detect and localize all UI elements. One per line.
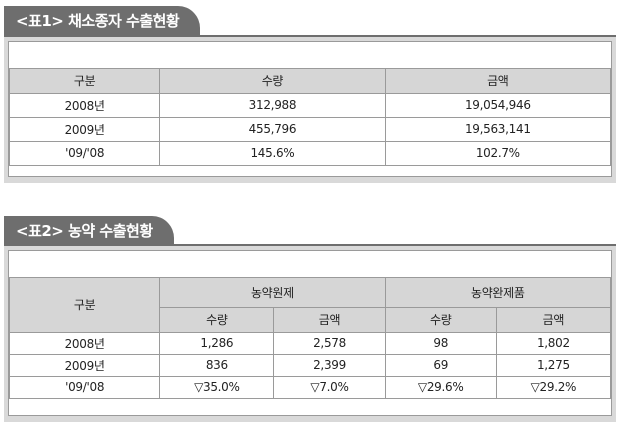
- table1-header-cell: 금액: [384, 67, 612, 94]
- table1-header-cell: 수량: [159, 67, 386, 94]
- table-cell: 19,054,946: [384, 92, 612, 118]
- table2-subheader-cell: 수량: [384, 306, 497, 333]
- table-row: '09/'08 ▽35.0% ▽7.0% ▽29.6% ▽29.2%: [8, 375, 612, 399]
- table-cell: ▽35.0%: [159, 375, 275, 399]
- table-cell: 2008년: [8, 92, 161, 118]
- table-cell: 455,796: [159, 116, 386, 142]
- table1-title: <표1> 채소종자 수출현황: [16, 12, 180, 30]
- table1: 구분 수량 금액 2008년 312,988 19,054,946 2009년 …: [8, 42, 612, 166]
- table-cell: 2,578: [273, 331, 386, 355]
- table2-inner: 구분 농약원제 농약완제품 수량 금액 수량 금액 2008년 1,286 2,…: [8, 250, 612, 416]
- table-cell: 1,275: [495, 353, 612, 377]
- table-row: '09/'08 145.6% 102.7%: [8, 140, 612, 166]
- table-cell: 2009년: [8, 116, 161, 142]
- table-cell: 836: [159, 353, 275, 377]
- table-row: 2009년 836 2,399 69 1,275: [8, 353, 612, 377]
- table-cell: 2008년: [8, 331, 161, 355]
- table-row: 2009년 455,796 19,563,141: [8, 116, 612, 142]
- table-row: 2008년 312,988 19,054,946: [8, 92, 612, 118]
- table1-blank-row: [9, 42, 611, 69]
- table2-title: <표2> 농약 수출현황: [16, 222, 153, 240]
- table1-frame: 구분 수량 금액 2008년 312,988 19,054,946 2009년 …: [4, 35, 616, 183]
- table2-subheader-cell: 금액: [495, 306, 612, 333]
- table-cell: 1,802: [495, 331, 612, 355]
- table-cell: 1,286: [159, 331, 275, 355]
- table1-header-row: 구분 수량 금액: [8, 67, 612, 94]
- table-cell: 145.6%: [159, 140, 386, 166]
- table2-header-cell: 구분: [8, 276, 161, 333]
- table2-subheader-cell: 수량: [159, 306, 275, 333]
- table2-header-row: 구분 농약원제 농약완제품: [8, 276, 612, 333]
- table-cell: '09/'08: [8, 375, 161, 399]
- table-cell: '09/'08: [8, 140, 161, 166]
- table2-header-cell: 농약원제: [159, 276, 386, 308]
- table-cell: ▽7.0%: [273, 375, 386, 399]
- table-cell: 312,988: [159, 92, 386, 118]
- table2-frame: 구분 농약원제 농약완제품 수량 금액 수량 금액 2008년 1,286 2,…: [4, 244, 616, 422]
- table-row: 2008년 1,286 2,578 98 1,802: [8, 331, 612, 355]
- table-cell: 69: [384, 353, 497, 377]
- table-cell: 98: [384, 331, 497, 355]
- table1-header-cell: 구분: [8, 67, 161, 94]
- table2: 구분 농약원제 농약완제품 수량 금액 수량 금액 2008년 1,286 2,…: [8, 251, 612, 399]
- table-cell: ▽29.6%: [384, 375, 497, 399]
- table1-inner: 구분 수량 금액 2008년 312,988 19,054,946 2009년 …: [8, 41, 612, 177]
- table2-subheader-row: 수량 금액 수량 금액: [10, 306, 612, 333]
- table2-title-tab: <표2> 농약 수출현황: [4, 216, 174, 246]
- table2-blank-row: [9, 251, 611, 278]
- table2-header-cell: 농약완제품: [384, 276, 612, 308]
- table2-subheader-cell: 금액: [273, 306, 386, 333]
- table-cell: 2009년: [8, 353, 161, 377]
- table-cell: 2,399: [273, 353, 386, 377]
- table-cell: ▽29.2%: [495, 375, 612, 399]
- table-cell: 102.7%: [384, 140, 612, 166]
- table1-title-tab: <표1> 채소종자 수출현황: [4, 6, 200, 36]
- table-cell: 19,563,141: [384, 116, 612, 142]
